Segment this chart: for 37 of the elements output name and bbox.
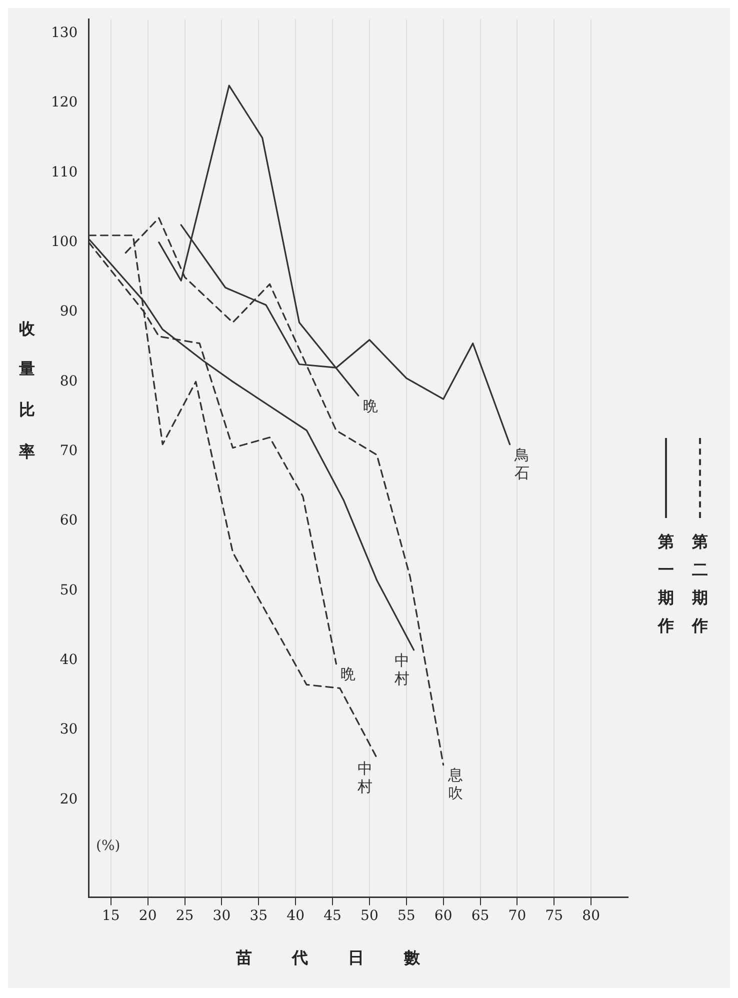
x-tick-label: 40	[286, 908, 304, 924]
y-tick-label: 100	[50, 234, 78, 250]
x-tick-label: 65	[471, 908, 490, 924]
annotation: (%)	[96, 838, 120, 854]
x-tick-label: 45	[324, 908, 342, 924]
series-label: 晩	[362, 396, 378, 415]
y-tick-label: 90	[60, 304, 78, 320]
x-tick-label: 20	[138, 908, 157, 924]
x-tick-label: 75	[545, 908, 564, 924]
text: 第一期作	[658, 531, 674, 637]
y-tick-label: 110	[50, 164, 78, 180]
series-label: 息吹	[446, 766, 463, 802]
x-tick-label: 50	[360, 908, 378, 924]
x-tick-label: 35	[250, 908, 268, 924]
x-tick-label: 30	[212, 908, 231, 924]
y-tick-label: 40	[60, 652, 78, 668]
text: 第二期作	[692, 531, 708, 637]
y-tick-label: 20	[60, 791, 78, 808]
y-tick-label: 70	[60, 442, 78, 459]
y-tick-label: 60	[60, 512, 78, 529]
series-label: 鳥石	[513, 446, 530, 482]
x-tick-label: 25	[176, 908, 194, 924]
x-tick-label: 15	[102, 908, 120, 924]
y-tick-label: 120	[50, 94, 78, 111]
series-label: 中村	[393, 651, 410, 688]
y-tick-label: 130	[50, 24, 78, 41]
series-label: 晩	[340, 665, 356, 684]
y-tick-label: 30	[60, 722, 78, 738]
x-tick-label: 55	[397, 908, 416, 924]
x-tick-label: 70	[508, 908, 526, 924]
x-axis-title: 苗代日數	[235, 948, 461, 969]
series-label: 中村	[356, 759, 372, 796]
y-axis-title: 收量比率	[17, 308, 37, 468]
x-tick-label: 60	[434, 908, 452, 924]
x-tick-label: 80	[582, 908, 600, 924]
y-tick-label: 50	[60, 582, 78, 598]
y-tick-label: 80	[60, 373, 78, 390]
